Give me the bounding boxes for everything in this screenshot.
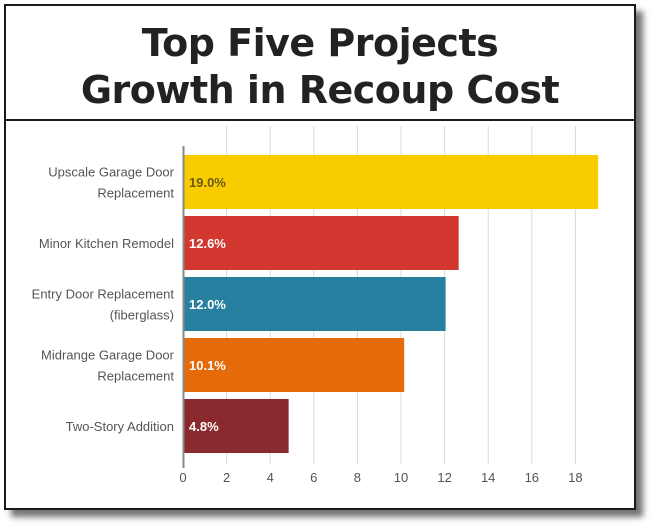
bar-value-label: 12.0% (189, 297, 226, 312)
bar-chart: 0 2 4 6 8 10 12 14 16 18 19.0% Upscale Garage Door R… (32, 126, 599, 485)
x-tick-label: 4 (267, 470, 274, 485)
title-line-2: Growth in Recoup Cost (80, 68, 560, 112)
x-tick-label: 0 (179, 470, 186, 485)
x-tick-label: 2 (223, 470, 230, 485)
x-tick-label: 12 (437, 470, 451, 485)
category-label: (fiberglass) (110, 308, 174, 323)
chart-title: Top Five Projects Growth in Recoup Cost (6, 20, 634, 114)
category-label: Upscale Garage Door (48, 165, 174, 180)
category-label: Two-Story Addition (66, 419, 174, 434)
bar (184, 155, 599, 209)
chart-card: Top Five Projects Growth in Recoup Cost … (4, 4, 636, 510)
bar-value-label: 4.8% (189, 419, 219, 434)
x-tick-label: 18 (568, 470, 582, 485)
category-label: Entry Door Replacement (32, 287, 175, 302)
category-label: Replacement (97, 186, 174, 201)
title-divider (6, 119, 634, 121)
x-tick-label: 8 (354, 470, 361, 485)
title-line-1: Top Five Projects (141, 21, 499, 65)
bar (184, 399, 289, 453)
category-label: Replacement (97, 369, 174, 384)
x-tick-label: 14 (481, 470, 495, 485)
bar-value-label: 10.1% (189, 358, 226, 373)
bar-value-label: 12.6% (189, 236, 226, 251)
x-tick-label: 6 (310, 470, 317, 485)
bar (184, 216, 459, 270)
bar (184, 338, 405, 392)
category-label: Minor Kitchen Remodel (39, 236, 174, 251)
category-label: Midrange Garage Door (41, 348, 175, 363)
x-tick-label: 10 (394, 470, 408, 485)
bar-value-label: 19.0% (189, 175, 226, 190)
x-tick-label: 16 (525, 470, 539, 485)
bar (184, 277, 446, 331)
